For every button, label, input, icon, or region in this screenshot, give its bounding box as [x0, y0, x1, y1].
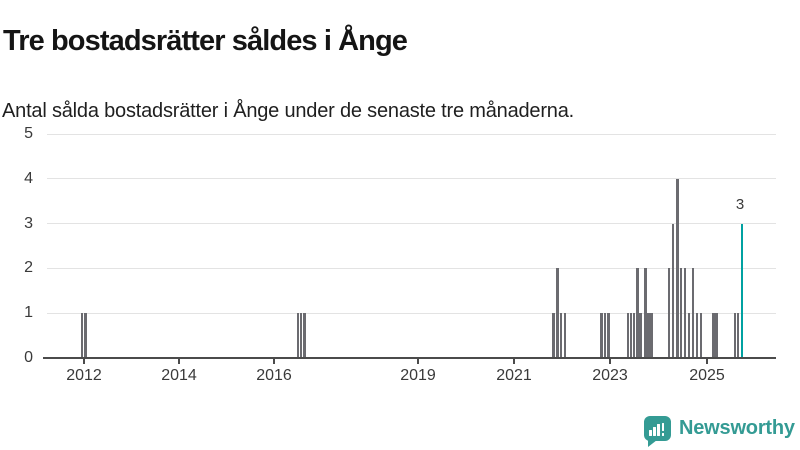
y-axis-label: 1 — [24, 304, 33, 322]
bar — [699, 313, 703, 358]
bar — [603, 313, 607, 358]
x-axis-tick — [417, 359, 419, 364]
logo-bar-tall — [657, 424, 660, 436]
x-axis-tick — [273, 359, 275, 364]
newsworthy-logo-icon — [644, 416, 671, 447]
bar — [647, 313, 650, 358]
logo-bar-medium — [653, 427, 656, 436]
bar — [80, 313, 84, 358]
value-annotation: 3 — [735, 195, 745, 213]
brand-footer: Newsworthy — [644, 416, 795, 447]
x-axis-label: 2025 — [689, 367, 725, 384]
gridline-1 — [47, 312, 776, 314]
chart-subtitle: Antal sålda bostadsrätter i Ånge under d… — [2, 100, 575, 122]
y-axis-label: 5 — [24, 125, 33, 142]
bar — [607, 313, 610, 358]
bar — [626, 313, 630, 358]
gridline-5 — [47, 133, 776, 135]
x-axis-label: 2016 — [256, 367, 292, 384]
brand-name: Newsworthy — [679, 417, 795, 439]
page-title: Tre bostadsrätter såldes i Ånge — [3, 25, 408, 58]
bar — [671, 223, 675, 358]
x-axis-tick — [706, 359, 708, 364]
bar — [636, 268, 639, 358]
x-axis-tick — [609, 359, 611, 364]
bar — [683, 268, 687, 358]
logo-exclamation-bar — [661, 423, 665, 431]
y-axis-label: 3 — [24, 214, 33, 232]
bar — [600, 313, 603, 358]
bar — [676, 178, 679, 358]
bar — [650, 313, 653, 358]
x-axis-line — [43, 357, 776, 359]
bar — [556, 268, 559, 358]
x-axis-label: 2014 — [161, 367, 197, 384]
x-axis-tick — [513, 359, 515, 364]
gridline-3 — [47, 223, 776, 225]
bar — [296, 313, 300, 358]
bar — [695, 313, 699, 358]
y-axis-label: 0 — [24, 349, 33, 366]
bar — [552, 313, 555, 358]
x-axis-label: 2021 — [496, 367, 532, 384]
bar — [667, 268, 671, 358]
logo-exclamation-dot — [661, 433, 665, 436]
x-axis-label: 2019 — [400, 367, 436, 384]
bar — [687, 313, 691, 358]
bar — [84, 313, 87, 358]
gridline-2 — [47, 267, 776, 269]
logo-speech-tail — [648, 440, 657, 447]
gridline-4 — [47, 178, 776, 180]
x-axis-tick — [83, 359, 85, 364]
x-axis-label: 2023 — [592, 367, 628, 384]
bar — [300, 313, 303, 358]
bar — [679, 268, 683, 358]
x-axis-label: 2012 — [66, 367, 102, 384]
highlighted-bar — [740, 223, 744, 358]
y-axis-label: 4 — [24, 169, 33, 187]
bar — [563, 313, 567, 358]
bar — [639, 313, 642, 358]
y-axis-label: 2 — [24, 259, 33, 277]
x-axis-tick — [178, 359, 180, 364]
bar — [736, 313, 740, 358]
bar — [633, 313, 636, 358]
bar — [559, 313, 563, 358]
logo-bar-small — [649, 430, 652, 436]
bar — [733, 313, 737, 358]
bar — [712, 313, 715, 358]
bar — [715, 313, 718, 358]
plot-area: 2012 2014 2016 2019 2021 2023 2025 3 — [43, 133, 776, 384]
bar — [629, 313, 633, 358]
bar — [691, 268, 695, 358]
bar — [303, 313, 306, 358]
bar — [644, 268, 647, 358]
